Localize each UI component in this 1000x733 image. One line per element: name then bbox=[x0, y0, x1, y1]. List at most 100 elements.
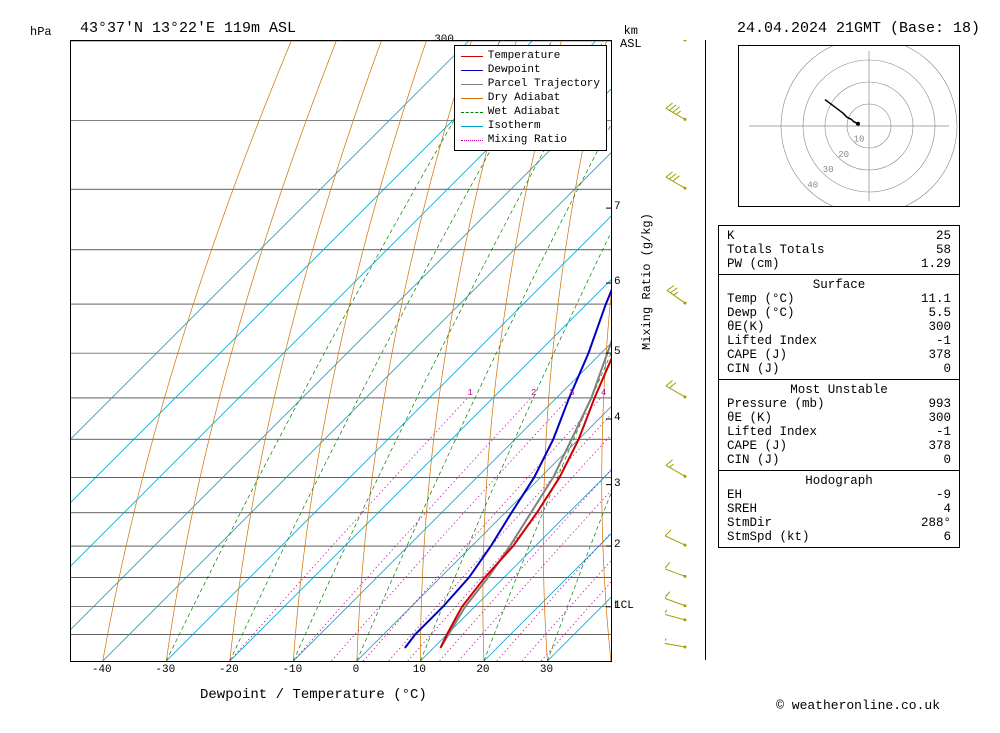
index-name: CAPE (J) bbox=[727, 439, 787, 453]
index-row: Totals Totals 58 bbox=[727, 243, 951, 257]
index-value: -1 bbox=[936, 334, 951, 348]
index-name: CAPE (J) bbox=[727, 348, 787, 362]
index-row: Lifted Index -1 bbox=[727, 425, 951, 439]
skewt-chart: TemperatureDewpoint Parcel Trajectory Dry … bbox=[70, 40, 612, 662]
legend-label: Dry Adiabat bbox=[488, 92, 561, 104]
legend-label: Isotherm bbox=[488, 120, 541, 132]
indices-panel: K25Totals Totals58PW (cm)1.29 Surface Te… bbox=[718, 225, 960, 548]
indices-hodo-section: Hodograph EH -9 SREH 4StmDir288°StmSpd (kt)… bbox=[719, 471, 959, 547]
barbs-svg bbox=[665, 40, 705, 660]
index-row: θE(K) 300 bbox=[727, 320, 951, 334]
svg-text:30: 30 bbox=[823, 165, 834, 175]
hodograph-svg: 10203040 bbox=[739, 46, 959, 206]
km-tick: 6 bbox=[614, 276, 621, 288]
legend-row: Isotherm bbox=[461, 119, 600, 133]
legend-swatch bbox=[461, 70, 483, 71]
index-row: Lifted Index -1 bbox=[727, 334, 951, 348]
y-axis-right-side-label: Mixing Ratio (g/kg) bbox=[640, 213, 654, 350]
temp-tick: -30 bbox=[155, 664, 175, 676]
index-name: EH bbox=[727, 488, 742, 502]
km-tick: 7 bbox=[614, 201, 621, 213]
index-name: Temp (°C) bbox=[727, 292, 795, 306]
index-row: PW (cm) 1.29 bbox=[727, 257, 951, 271]
index-row: Pressure (mb)993 bbox=[727, 397, 951, 411]
index-row: CIN (J) 0 bbox=[727, 453, 951, 467]
index-value: 25 bbox=[936, 229, 951, 243]
skewt-container: 43°37'N 13°22'E 119m ASL 24.04.2024 21GM… bbox=[0, 0, 1000, 733]
index-row: StmDir288° bbox=[727, 516, 951, 530]
index-name: CIN (J) bbox=[727, 362, 780, 376]
datetime-title: 24.04.2024 21GMT (Base: 18) bbox=[737, 20, 980, 37]
indices-surface-section: Surface Temp (°C)11.1Dewp (°C)5.5θE(K)30… bbox=[719, 275, 959, 380]
legend-label: Dewpoint bbox=[488, 64, 541, 76]
index-name: θE (K) bbox=[727, 411, 772, 425]
index-value: 6 bbox=[943, 530, 951, 544]
mixing-ratio-value: 2 bbox=[531, 388, 536, 398]
index-value: 300 bbox=[928, 411, 951, 425]
mixing-ratio-value: 1 bbox=[467, 388, 472, 398]
y-axis-right-top-label: kmASL bbox=[620, 25, 642, 51]
copyright-label: © weatheronline.co.uk bbox=[776, 698, 940, 713]
legend-row: Wet Adiabat bbox=[461, 105, 600, 119]
index-name: PW (cm) bbox=[727, 257, 780, 271]
index-value: 378 bbox=[928, 439, 951, 453]
index-value: 5.5 bbox=[928, 306, 951, 320]
index-name: Dewp (°C) bbox=[727, 306, 795, 320]
index-value: 0 bbox=[943, 362, 951, 376]
index-row: CIN (J) 0 bbox=[727, 362, 951, 376]
index-value: 300 bbox=[928, 320, 951, 334]
km-tick: 3 bbox=[614, 478, 621, 490]
km-tick: 5 bbox=[614, 346, 621, 358]
mixing-ratio-value: 4 bbox=[601, 388, 606, 398]
index-name: θE(K) bbox=[727, 320, 765, 334]
legend-row: Dry Adiabat bbox=[461, 91, 600, 105]
mu-title: Most Unstable bbox=[727, 383, 951, 397]
index-value: 378 bbox=[928, 348, 951, 362]
temp-tick: -40 bbox=[92, 664, 112, 676]
index-name: SREH bbox=[727, 502, 757, 516]
legend-swatch bbox=[461, 98, 483, 99]
legend-box: TemperatureDewpoint Parcel Trajectory Dry … bbox=[454, 45, 607, 151]
indices-mu-section: Most Unstable Pressure (mb)993θE (K)300L… bbox=[719, 380, 959, 471]
svg-text:20: 20 bbox=[838, 150, 849, 160]
mixing-ratio-value: 3 bbox=[569, 388, 574, 398]
legend-label: Parcel Trajectory bbox=[488, 78, 600, 90]
index-row: Temp (°C) 11.1 bbox=[727, 292, 951, 306]
km-tick: 4 bbox=[614, 412, 621, 424]
index-value: 11.1 bbox=[921, 292, 951, 306]
x-axis-label: Dewpoint / Temperature (°C) bbox=[200, 687, 427, 703]
index-row: CAPE (J) 378 bbox=[727, 439, 951, 453]
index-value: 993 bbox=[928, 397, 951, 411]
index-row: K 25 bbox=[727, 229, 951, 243]
legend-swatch bbox=[461, 84, 483, 85]
legend-swatch bbox=[461, 112, 483, 113]
index-name: Lifted Index bbox=[727, 334, 817, 348]
index-name: K bbox=[727, 229, 735, 243]
index-value: 4 bbox=[943, 502, 951, 516]
index-value: -9 bbox=[936, 488, 951, 502]
index-name: Totals Totals bbox=[727, 243, 825, 257]
legend-swatch bbox=[461, 126, 483, 127]
index-value: 0 bbox=[943, 453, 951, 467]
hodo-title: Hodograph bbox=[727, 474, 951, 488]
legend-label: Mixing Ratio bbox=[488, 134, 567, 146]
indices-top-section: K 25 Totals Totals 58 PW (cm) 1.29 bbox=[719, 226, 959, 275]
km-tick: 2 bbox=[614, 539, 621, 551]
index-row: EH -9 bbox=[727, 488, 951, 502]
index-name: Lifted Index bbox=[727, 425, 817, 439]
index-row: θE (K) 300 bbox=[727, 411, 951, 425]
svg-text:40: 40 bbox=[807, 181, 818, 191]
index-value: 58 bbox=[936, 243, 951, 257]
index-row: SREH 4 bbox=[727, 502, 951, 516]
legend-row: Temperature bbox=[461, 49, 600, 63]
index-name: StmSpd (kt) bbox=[727, 530, 810, 544]
index-value: 1.29 bbox=[921, 257, 951, 271]
legend-row: Mixing Ratio bbox=[461, 133, 600, 147]
index-value: -1 bbox=[936, 425, 951, 439]
temp-tick: -10 bbox=[282, 664, 302, 676]
legend-row: Dewpoint bbox=[461, 63, 600, 77]
lcl-label: LCL bbox=[614, 600, 634, 612]
hodograph-panel: 10203040 bbox=[738, 45, 960, 207]
index-name: CIN (J) bbox=[727, 453, 780, 467]
index-row: StmSpd (kt) 6 bbox=[727, 530, 951, 544]
